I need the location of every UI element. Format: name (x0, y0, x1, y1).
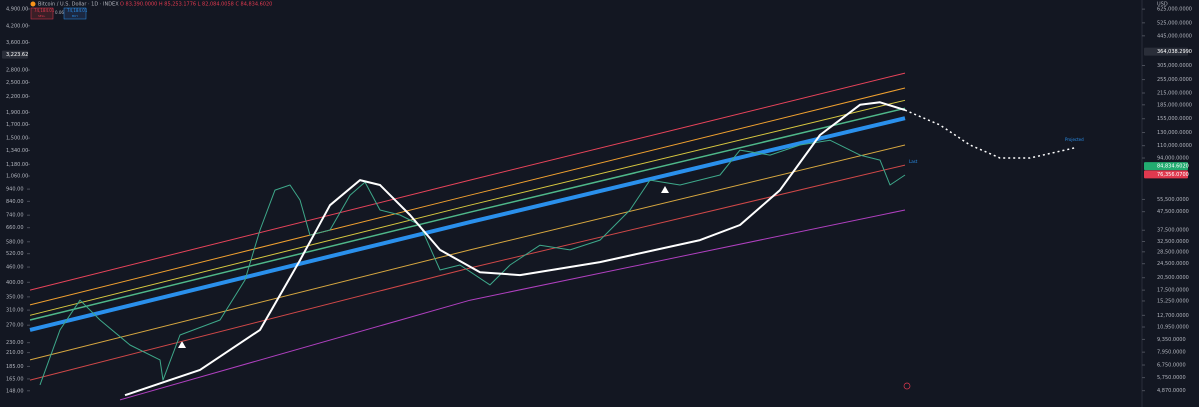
y-tick-label: 28,500.0000 (1157, 249, 1189, 255)
series-line (29, 99, 906, 316)
series-line (124, 101, 906, 397)
y2-tick-label: 4,200.00 (6, 23, 28, 29)
series-line (29, 87, 906, 306)
y2-tick-label: 350.00 (6, 294, 24, 300)
y2-tick-label: 2,200.00 (6, 94, 28, 100)
y2-tick-label: 1,180.00 (6, 162, 28, 168)
replay-icon[interactable] (903, 382, 911, 390)
y-tick-label: 24,500.0000 (1157, 261, 1189, 267)
y-tick-label: 47,500.0000 (1157, 209, 1189, 215)
price-tag (1144, 162, 1188, 171)
y-tick-label: 4,870.0000 (1157, 388, 1186, 394)
series-line (29, 107, 906, 321)
y2-tick-label: 3,600.00 (6, 40, 28, 46)
currency: USD (1157, 2, 1168, 8)
y-tick-label: 155,000.0000 (1157, 116, 1192, 122)
y2-price-tag-label: 3,223.62 (6, 52, 28, 58)
spread: 0.06 (55, 10, 64, 15)
y2-tick-label: 230.00 (6, 340, 24, 346)
y-tick-label: 9,350.0000 (1157, 337, 1186, 343)
annotation: Projected (1065, 137, 1084, 142)
chart-title: Bitcoin / U.S. Dollar · 1D · INDEX (38, 2, 119, 8)
y2-tick-label: 2,500.00 (6, 80, 28, 86)
price-tag-label: 84,834.6020 (1157, 164, 1189, 170)
price-tag-label: 364,038.2990 (1157, 49, 1192, 55)
series-line (29, 144, 906, 361)
y2-tick-label: 400.00 (6, 280, 24, 286)
y-tick-label: 7,950.0000 (1157, 350, 1186, 356)
y-tick-label: 625,000.0000 (1157, 7, 1192, 13)
sell-price: 74,184.01 (34, 8, 55, 13)
y-tick-label: 10,950.0000 (1157, 324, 1189, 330)
y2-tick-label: 740.00 (6, 213, 24, 219)
y-tick-label: 55,500.0000 (1157, 197, 1189, 203)
y-tick-label: 37,500.0000 (1157, 228, 1189, 234)
y2-tick-label: 460.00 (6, 265, 24, 271)
y-tick-label: 94,000.0000 (1157, 156, 1189, 162)
y-tick-label: 255,000.0000 (1157, 77, 1192, 83)
ohlc: O 83,390.0000 H 85,253.1776 L 82,084.005… (120, 2, 272, 8)
sell-label: SELL (38, 14, 45, 18)
y2-tick-label: 165.00 (6, 376, 24, 382)
y-tick-label: 12,700.0000 (1157, 313, 1189, 319)
buy-price: 74,184.01 (67, 8, 88, 13)
y2-tick-label: 520.00 (6, 251, 24, 257)
y2-tick-label: 2,800.00 (6, 68, 28, 74)
y2-tick-label: 270.00 (6, 323, 24, 329)
y2-price-tag (2, 50, 28, 59)
symbol-icon (30, 1, 36, 7)
y2-tick-label: 148.00 (6, 388, 24, 394)
annotation: Last (909, 159, 918, 164)
sell-button[interactable] (30, 7, 54, 20)
y-tick-label: 445,000.0000 (1157, 33, 1192, 39)
y2-tick-label: 840.00 (6, 199, 24, 205)
y2-tick-label: 210.00 (6, 350, 24, 356)
y2-tick-label: 185.00 (6, 364, 24, 370)
signal-marker (661, 186, 669, 193)
price-tag-label: 76,356.0700 (1157, 172, 1189, 178)
y-tick-label: 110,000.0000 (1157, 143, 1192, 149)
y2-tick-label: 1,700.00 (6, 122, 28, 128)
y-tick-label: 20,500.0000 (1157, 275, 1189, 281)
series-line (29, 72, 906, 291)
series-line (119, 209, 906, 401)
y-tick-label: 15,250.0000 (1157, 298, 1189, 304)
y2-tick-label: 1,340.00 (6, 148, 28, 154)
series-line (39, 139, 906, 386)
series-line (904, 109, 1076, 159)
y-tick-label: 17,500.0000 (1157, 288, 1189, 294)
y-tick-label: 305,000.0000 (1157, 63, 1192, 69)
y2-tick-label: 310.00 (6, 308, 24, 314)
price-tag (1144, 170, 1188, 179)
y-tick-label: 130,000.0000 (1157, 130, 1192, 136)
buy-button[interactable] (63, 7, 87, 20)
y2-tick-label: 580.00 (6, 239, 24, 245)
price-tag (1144, 47, 1188, 56)
y-tick-label: 5,750.0000 (1157, 375, 1186, 381)
y-tick-label: 525,000.0000 (1157, 20, 1192, 26)
y-tick-label: 32,500.0000 (1157, 239, 1189, 245)
series-line (29, 116, 906, 332)
y-tick-label: 215,000.0000 (1157, 90, 1192, 96)
y-tick-label: 185,000.0000 (1157, 102, 1192, 108)
buy-label: BUY (72, 14, 78, 18)
y2-tick-label: 1,060.00 (6, 173, 28, 179)
signal-marker (178, 341, 186, 348)
y2-tick-label: 660.00 (6, 225, 24, 231)
y2-tick-label: 4,900.00 (6, 6, 28, 12)
y2-tick-label: 940.00 (6, 187, 24, 193)
y2-tick-label: 1,500.00 (6, 136, 28, 142)
y2-tick-label: 1,900.00 (6, 110, 28, 116)
y-tick-label: 6,750.0000 (1157, 363, 1186, 369)
